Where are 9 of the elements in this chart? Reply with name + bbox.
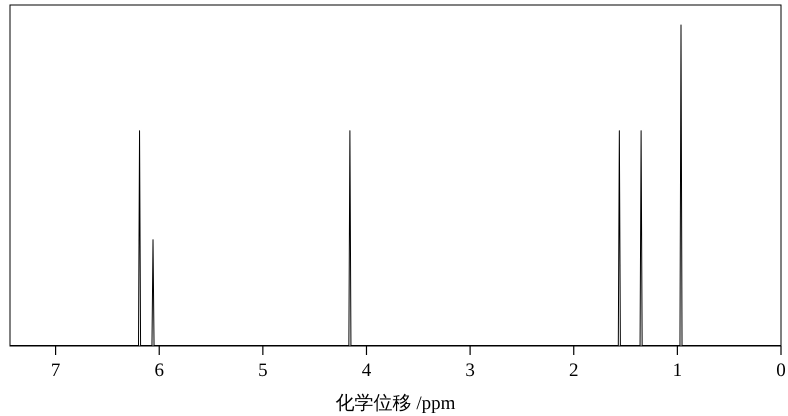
x-tick-label: 3 bbox=[465, 360, 475, 381]
x-tick-label: 5 bbox=[258, 360, 268, 381]
x-tick-label: 1 bbox=[672, 360, 682, 381]
x-axis-title: 化学位移 /ppm bbox=[336, 393, 456, 414]
x-tick-label: 0 bbox=[776, 360, 786, 381]
x-tick-label: 4 bbox=[362, 360, 372, 381]
x-tick-label: 7 bbox=[50, 360, 60, 381]
x-tick-label: 2 bbox=[568, 360, 578, 381]
x-tick-label: 6 bbox=[154, 360, 164, 381]
